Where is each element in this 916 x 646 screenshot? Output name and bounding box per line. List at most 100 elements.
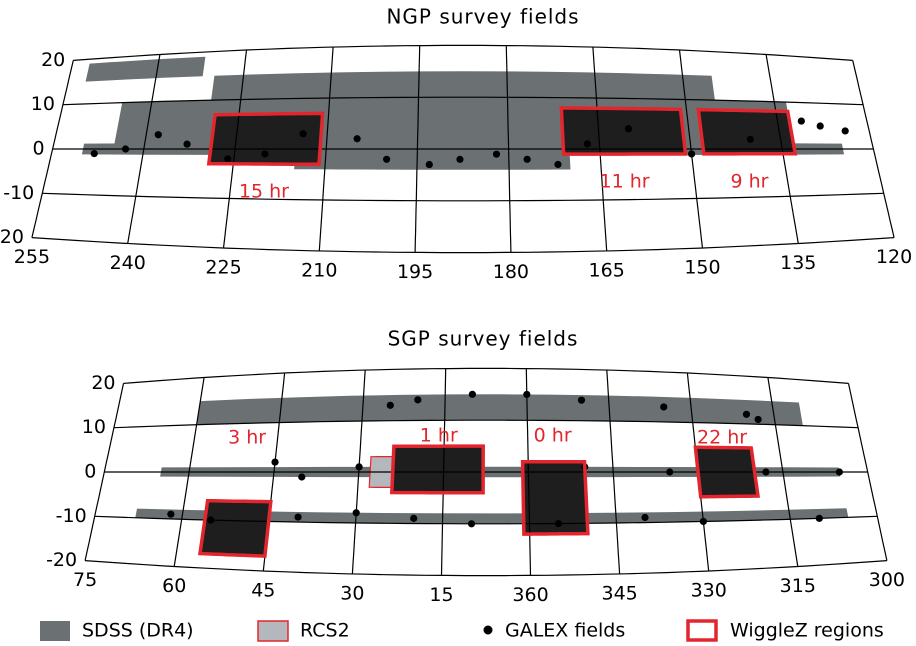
galex-field: [299, 130, 307, 138]
legend-label: GALEX fields: [505, 620, 625, 642]
x-tick-label: 360: [512, 584, 548, 606]
x-tick-label: 210: [301, 259, 337, 281]
sdss-stripe: [196, 394, 803, 426]
galex-field: [742, 410, 751, 418]
galex-field: [167, 510, 175, 518]
legend-item: WiggleZ regions: [686, 619, 884, 642]
x-tick-label: 120: [876, 246, 912, 268]
x-tick-label: 300: [869, 569, 905, 591]
sdss-stripe: [135, 508, 849, 524]
galex-field: [815, 514, 823, 522]
panel: SGP survey fields 75 60 45 30 15 360 345 330 315 3…: [46, 327, 905, 606]
legend-swatch: [40, 621, 70, 641]
wigglez-region: [559, 106, 688, 156]
region-label: 11 hr: [599, 171, 649, 193]
galex-field: [816, 122, 824, 130]
galex-field: [699, 517, 707, 526]
galex-field: [797, 117, 805, 125]
galex-field: [183, 140, 191, 148]
legend-item: SDSS (DR4): [40, 620, 194, 642]
galex-field: [355, 463, 363, 471]
y-tick-label: -20: [46, 549, 77, 571]
region-fill: [200, 500, 271, 557]
galex-field: [754, 415, 762, 424]
y-tick-label: 20: [41, 49, 65, 71]
region-label: 3 hr: [228, 426, 266, 448]
x-tick-label: 180: [493, 261, 529, 283]
x-tick-label: 330: [691, 579, 727, 601]
galex-field: [425, 160, 433, 169]
x-tick-label: 30: [340, 582, 364, 604]
parallel: [62, 96, 864, 106]
galex-field: [154, 131, 162, 139]
galex-field: [554, 160, 562, 169]
galex-field: [746, 135, 754, 143]
region-label: 1 hr: [420, 424, 458, 446]
y-tick-label: 20: [91, 372, 115, 394]
x-tick-label: 255: [14, 246, 50, 268]
galex-field: [687, 150, 696, 158]
wigglez-region: [389, 444, 485, 495]
region-fill: [391, 446, 484, 493]
region-label: 0 hr: [534, 424, 572, 446]
galex-field: [271, 458, 279, 466]
x-tick-label: 135: [780, 252, 816, 274]
x-tick-label: 45: [251, 579, 275, 601]
wigglez-region: [197, 499, 273, 558]
galex-field: [410, 514, 418, 522]
panel-title: SGP survey fields: [388, 327, 579, 351]
x-tick-label: 225: [205, 256, 241, 278]
parallel: [42, 192, 884, 202]
galex-field: [224, 155, 232, 163]
galex-field: [835, 468, 844, 476]
y-tick-label: -10: [3, 182, 34, 204]
y-tick-label: 10: [82, 416, 106, 438]
galex-field: [90, 149, 98, 158]
x-tick-label: 150: [684, 256, 720, 278]
legend-label: SDSS (DR4): [82, 620, 194, 642]
galex-field: [577, 396, 586, 404]
y-tick-label: -20: [0, 226, 24, 248]
wigglez-region: [693, 445, 761, 499]
legend-label: RCS2: [300, 620, 350, 642]
galex-field: [456, 155, 464, 163]
galex-field: [353, 135, 361, 143]
parallel: [113, 419, 859, 429]
panel-title: NGP survey fields: [386, 5, 579, 29]
galex-field: [666, 468, 674, 476]
sdss-stripe: [85, 56, 206, 82]
region-label: 15 hr: [239, 181, 289, 203]
y-tick-label: -10: [56, 505, 87, 527]
galex-field: [468, 390, 476, 398]
region-fill: [522, 461, 588, 535]
wigglez-region: [520, 459, 590, 536]
y-tick-label: 0: [33, 138, 45, 160]
x-tick-label: 60: [162, 575, 186, 597]
panel: NGP survey fields 255 240 225 210 195 180 165 15…: [0, 5, 912, 283]
region-label: 22 hr: [697, 426, 747, 448]
legend-swatch: [686, 619, 718, 642]
galex-field: [523, 390, 531, 399]
sdss-stripe: [211, 71, 715, 101]
x-tick-label: 315: [780, 575, 816, 597]
galex-field: [492, 150, 501, 158]
x-tick-label: 195: [397, 261, 433, 283]
galex-field: [386, 401, 394, 409]
galex-field: [467, 520, 476, 528]
region-label: 9 hr: [730, 170, 768, 192]
x-tick-label: 15: [429, 584, 453, 606]
x-tick-label: 165: [589, 259, 625, 281]
wigglez-region: [696, 107, 798, 156]
galex-field: [641, 513, 649, 522]
galex-field: [383, 155, 391, 163]
region-fill: [561, 107, 686, 155]
galex-field: [554, 519, 563, 528]
parallel: [94, 515, 878, 525]
galex-field: [298, 473, 306, 481]
parallel: [73, 44, 853, 61]
galex-field: [762, 468, 770, 476]
wigglez-region: [206, 111, 325, 167]
galex-field: [624, 125, 633, 133]
region-fill: [698, 109, 796, 154]
galex-field: [352, 509, 360, 517]
